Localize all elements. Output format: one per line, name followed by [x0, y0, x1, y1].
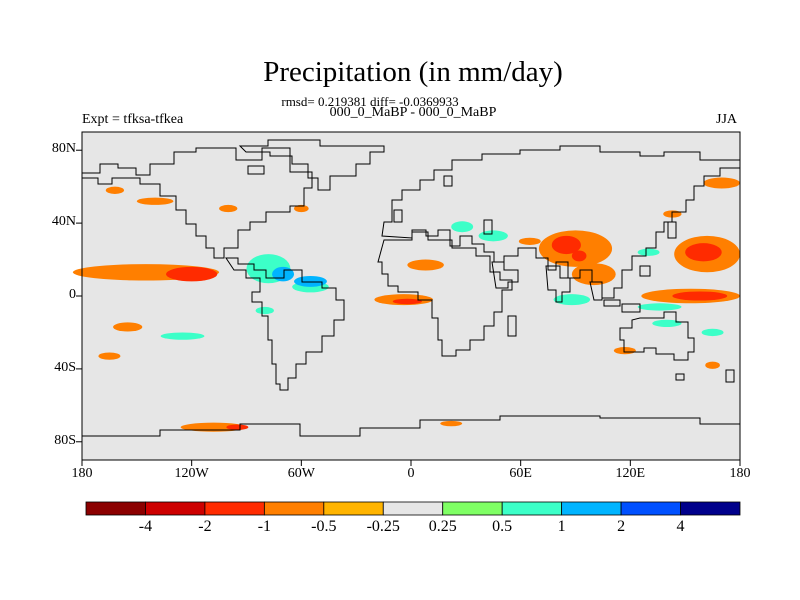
anomaly-blob-10	[255, 306, 274, 315]
coastline-11	[621, 303, 641, 313]
colorbar-label: -0.25	[366, 518, 400, 535]
anomaly-blob-23	[571, 250, 587, 262]
anomaly-blob-35	[613, 347, 636, 355]
anomaly-blob-8	[219, 204, 238, 213]
colorbar-label: 0.25	[428, 518, 457, 535]
x-tick-label: 60W	[287, 466, 315, 481]
anomaly-blob-13	[98, 352, 121, 360]
experiment-label: Expt = tfksa-tfkea	[82, 112, 184, 127]
anomaly-blob-17	[392, 298, 422, 305]
colorbar-label: -1	[257, 518, 272, 535]
coastline-12	[667, 221, 677, 239]
anomaly-blob-15	[226, 424, 249, 430]
coastline-5	[377, 231, 513, 357]
coastline-10	[603, 299, 621, 307]
colorbar-swatch	[204, 501, 265, 516]
x-tick-label: 0	[407, 466, 415, 481]
anomaly-layer	[72, 177, 741, 432]
anomaly-blob-11	[113, 322, 143, 332]
anomaly-blob-19	[478, 230, 508, 242]
colorbar-swatch	[561, 501, 622, 516]
colorbar-label: -2	[198, 518, 212, 535]
anomaly-blob-1	[166, 266, 218, 282]
y-tick-label: 0	[69, 287, 76, 302]
coastline-17	[483, 219, 493, 235]
anomaly-blob-30	[672, 291, 728, 301]
coastline-19	[675, 373, 685, 381]
coastline-8	[545, 265, 571, 303]
anomaly-blob-38	[440, 420, 463, 427]
colorbar-swatch	[323, 501, 384, 516]
y-tick-label: 80S	[54, 432, 76, 448]
colorbar-label: 4	[676, 518, 685, 535]
y-tick-label: 40S	[54, 359, 76, 375]
anomaly-blob-12	[160, 332, 205, 340]
anomaly-blob-24	[571, 263, 616, 286]
stats-subtitle: rmsd= 0.219381 diff= -0.0369933	[281, 94, 459, 109]
anomaly-blob-39	[518, 237, 541, 245]
colorbar	[85, 501, 741, 516]
coastline-15	[82, 415, 740, 437]
coastline-0	[82, 147, 313, 259]
x-tick-label: 120W	[174, 466, 209, 481]
colorbar-swatch	[680, 501, 741, 516]
anomaly-blob-9	[294, 204, 309, 213]
anomaly-blob-26	[637, 248, 660, 256]
anomaly-blob-18	[407, 259, 444, 271]
colorbar-swatch	[263, 501, 325, 516]
x-tick-label: 120E	[615, 466, 646, 481]
anomaly-blob-7	[136, 197, 174, 205]
season-label: JJA	[716, 112, 738, 127]
coastline-3	[225, 257, 345, 391]
colorbar-swatch	[620, 501, 681, 516]
colorbar-swatch	[85, 501, 146, 516]
coastline-2	[247, 165, 265, 175]
coastline-6	[507, 315, 517, 337]
anomaly-blob-37	[701, 328, 724, 337]
x-tick-label: 180	[729, 466, 751, 481]
coastlines-layer	[82, 139, 741, 437]
y-tick-label: 80N	[51, 141, 76, 157]
anomaly-blob-22	[551, 235, 581, 255]
x-tick-label: 180	[71, 466, 93, 481]
colorbar-swatch	[145, 501, 206, 516]
coastline-20	[639, 265, 651, 277]
coastline-1	[238, 139, 385, 191]
anomaly-blob-14	[180, 422, 247, 432]
x-tick-label: 60E	[509, 466, 532, 481]
anomaly-blob-36	[705, 361, 720, 369]
anomaly-blob-28	[685, 243, 722, 262]
axis-ticks	[76, 149, 741, 466]
colorbar-swatch	[382, 501, 444, 516]
anomaly-blob-3	[272, 266, 295, 282]
colorbar-label: 2	[617, 518, 626, 535]
coastline-18	[443, 175, 453, 187]
colorbar-label: -4	[138, 518, 153, 535]
periods-subtitle: 000_0_MaBP - 000_0_MaBP	[329, 105, 497, 120]
anomaly-blob-33	[637, 303, 682, 311]
coastline-9	[589, 281, 603, 301]
colorbar-swatch	[442, 501, 503, 516]
colorbar-swatch	[501, 501, 563, 516]
coastline-4	[381, 145, 741, 299]
colorbar-label: 1	[557, 518, 566, 535]
coastline-16	[393, 209, 403, 223]
colorbar-label: -0.5	[311, 518, 337, 535]
anomaly-blob-34	[652, 319, 682, 327]
y-tick-label: 40N	[51, 214, 76, 230]
anomaly-blob-31	[703, 177, 740, 189]
coastline-14	[725, 369, 735, 383]
anomaly-blob-25	[553, 294, 591, 306]
anomaly-blob-20	[451, 221, 474, 233]
colorbar-label: 0.5	[492, 518, 513, 535]
coastline-7	[491, 261, 519, 289]
anomaly-blob-6	[105, 186, 125, 194]
coastline-13	[619, 311, 695, 361]
chart-title: Precipitation (in mm/day)	[263, 56, 563, 88]
